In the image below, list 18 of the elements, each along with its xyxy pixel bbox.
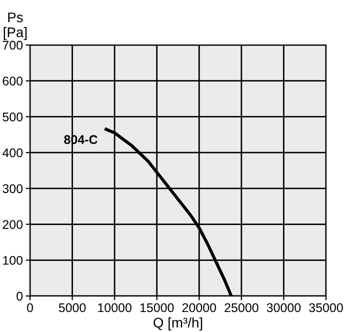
y-tick-label: 300 — [2, 184, 23, 194]
x-tick-label: 10000 — [98, 303, 132, 312]
x-axis-title: Q [m³/h] — [154, 317, 202, 330]
x-tick-label: 0 — [27, 303, 33, 312]
y-tick-label: 400 — [2, 148, 23, 158]
y-tick-label: 600 — [2, 76, 23, 86]
y-tick-label: 0 — [16, 292, 23, 301]
y-axis-title: Ps [Pa] — [4, 12, 27, 40]
y-tick-label: 700 — [2, 40, 23, 50]
x-tick-label: 5000 — [58, 303, 86, 312]
y-tick-label: 500 — [2, 112, 23, 122]
x-tick-label: 30000 — [266, 303, 301, 312]
x-tick-label: 35000 — [309, 303, 343, 312]
x-tick-label: 15000 — [140, 303, 174, 312]
x-tick-label: 20000 — [182, 303, 216, 312]
y-tick-label: 200 — [2, 220, 23, 229]
y-tick-label: 100 — [3, 256, 23, 265]
x-tick-label: 25000 — [224, 303, 258, 312]
